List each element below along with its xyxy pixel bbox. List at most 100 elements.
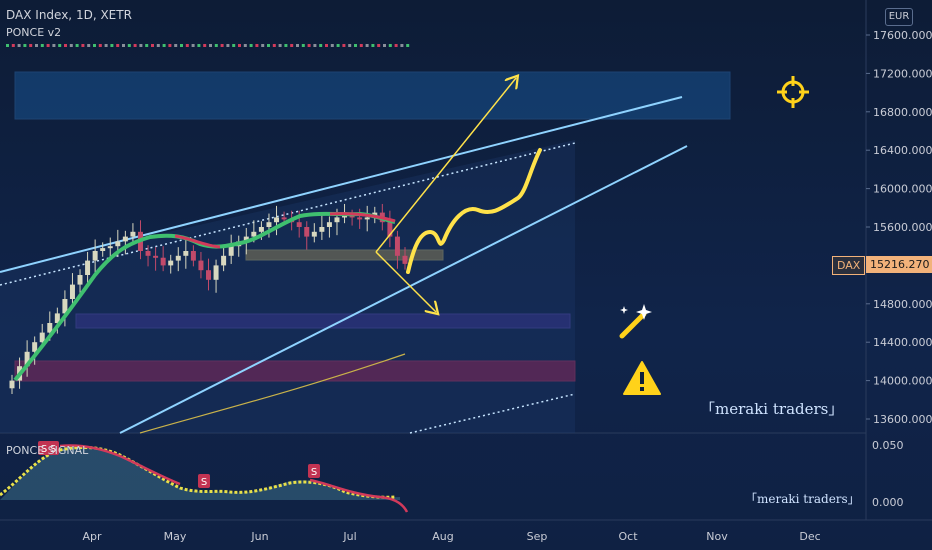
candle-body <box>77 275 83 285</box>
candle-body <box>69 284 75 299</box>
candle-body <box>349 215 355 218</box>
candles-group <box>9 203 408 395</box>
lower-histogram-area <box>0 446 400 500</box>
lower-indicator-title[interactable]: PONCE SIGNAL <box>6 444 89 457</box>
signal-strip-marker <box>156 44 160 47</box>
signal-line-red-2 <box>309 478 409 513</box>
signal-strip-marker <box>168 44 172 47</box>
ma-ribbon-red-2 <box>329 212 396 223</box>
candle-body <box>47 323 53 333</box>
symbol-tag-label: DAX <box>832 256 866 275</box>
signal-strip-marker <box>330 44 334 47</box>
candle-body <box>243 236 249 242</box>
price-axis-tick: 17200.000 <box>873 67 932 80</box>
signal-strip-marker <box>145 44 149 47</box>
signal-strip-marker <box>122 44 125 47</box>
price-axis-tick: 16000.000 <box>873 183 932 196</box>
signal-strip-marker <box>232 44 236 47</box>
signal-strip-marker <box>400 44 404 47</box>
resistance-zone <box>14 71 731 120</box>
candle-body <box>334 217 340 223</box>
candle-body <box>145 251 151 256</box>
signal-strip-marker <box>359 44 363 47</box>
signal-strip-marker <box>75 44 79 47</box>
price-axis-tick: 14000.000 <box>873 375 932 388</box>
signal-strip-marker <box>6 44 9 47</box>
candle-body <box>54 313 60 323</box>
signal-strip-marker <box>58 44 62 47</box>
time-axis-tick: Sep <box>527 530 548 543</box>
signal-strip-marker <box>388 44 392 47</box>
sell-signal-3 <box>198 474 210 488</box>
signal-strip-marker <box>40 44 44 47</box>
signal-strip-marker <box>301 44 305 47</box>
signal-strip-marker <box>406 44 410 47</box>
candle-body <box>274 217 280 223</box>
candle-body <box>304 227 310 237</box>
symbol-tag-value: 15216.270 <box>866 256 932 273</box>
watermark-lower: 「meraki traders」 <box>745 492 860 506</box>
signal-strip-marker <box>255 44 259 47</box>
signal-strip-marker <box>191 44 195 47</box>
signal-strip-marker <box>139 44 143 47</box>
candle-body <box>221 255 227 266</box>
candle-body <box>326 222 332 227</box>
candle-body <box>342 215 348 218</box>
signal-strip-marker <box>197 44 201 47</box>
lower-axis-tick: 0.050 <box>872 439 904 452</box>
signal-strip-marker <box>342 44 346 47</box>
signal-strip-marker <box>81 44 85 47</box>
ma-ribbon-red-1 <box>174 234 221 249</box>
signal-strip-marker <box>52 44 56 47</box>
symbol-title[interactable]: DAX Index, 1D, XETR <box>6 8 132 22</box>
candle-body <box>122 236 128 242</box>
signal-strip-marker <box>377 44 381 47</box>
signal-strip-marker <box>133 44 137 47</box>
signal-strip-marker <box>46 44 50 47</box>
warning-icon <box>623 361 661 395</box>
sell-signal-4 <box>308 464 320 478</box>
sell-label: S <box>311 467 317 478</box>
signal-strip-marker <box>290 44 294 47</box>
signal-strip-marker <box>348 44 352 47</box>
signal-strip-marker <box>162 44 166 47</box>
signal-strip-marker <box>29 44 33 47</box>
channel-shade <box>0 140 575 433</box>
signal-strip-marker <box>249 44 253 47</box>
signal-strip-marker <box>116 44 120 47</box>
time-axis-tick: Jul <box>342 530 356 543</box>
candle-body <box>130 231 136 237</box>
signal-strip-marker <box>226 44 230 47</box>
signal-strip-marker <box>23 44 27 47</box>
signal-strip-marker <box>243 44 247 47</box>
time-axis: Apr May Jun Jul Aug Sep Oct Nov Dec <box>82 530 820 543</box>
signal-strip-marker <box>272 44 276 47</box>
signal-strip-marker <box>17 44 21 47</box>
candle-body <box>228 246 234 256</box>
time-axis-tick: May <box>164 530 187 543</box>
signal-strip-marker <box>93 44 96 47</box>
sell-label: S <box>41 444 47 455</box>
signal-strip-marker <box>87 44 91 47</box>
candle-body <box>319 227 325 232</box>
candle-body <box>402 255 408 264</box>
channel-mid-dotted <box>0 142 576 286</box>
signal-strip-marker <box>336 44 340 47</box>
candle-body <box>190 251 196 261</box>
signal-strip-marker <box>64 44 67 47</box>
price-axis: 17600.000 17200.000 16800.000 16400.000 1600… <box>866 29 932 426</box>
crosshair-target-icon[interactable] <box>775 74 811 110</box>
price-axis-tick: 13600.000 <box>873 413 932 426</box>
candle-body <box>394 236 400 256</box>
candle-body <box>311 231 317 237</box>
time-axis-tick: Dec <box>799 530 820 543</box>
currency-badge[interactable]: EUR <box>885 8 913 26</box>
time-axis-tick: Jun <box>250 530 268 543</box>
signal-strip-marker <box>278 44 282 47</box>
signal-strip-marker <box>203 44 207 47</box>
candle-body <box>183 251 189 256</box>
indicator-title[interactable]: PONCE v2 <box>6 26 62 39</box>
signal-strip-marker <box>307 44 311 47</box>
